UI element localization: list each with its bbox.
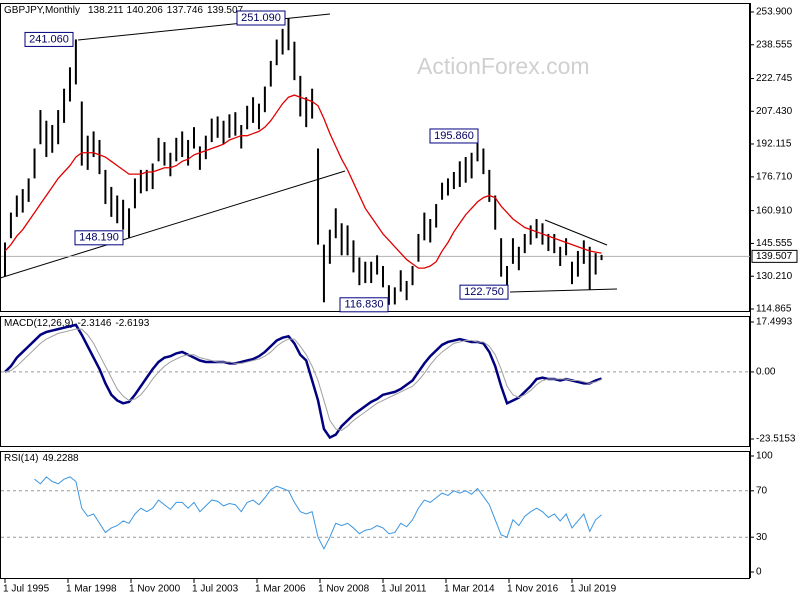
annotation-label: 195.860 <box>434 130 474 142</box>
y-tick-label: 0.00 <box>756 367 776 378</box>
x-tick-label: 1 Mar 2006 <box>255 584 306 595</box>
annotation-box <box>74 230 124 246</box>
rsi-value: 49.2288 <box>42 453 79 464</box>
annotation-label: 116.830 <box>345 299 384 311</box>
price-tag-label: 139.507 <box>756 251 793 262</box>
y-tick-label: 238.555 <box>756 39 793 50</box>
signal-value: -2.6193 <box>115 318 149 329</box>
x-tick-label: 1 Mar 1998 <box>66 584 117 595</box>
y-tick-label: 192.115 <box>756 139 792 150</box>
close: 139.507 <box>207 5 244 16</box>
annotation-box <box>459 284 509 300</box>
y-tick-label: 160.910 <box>756 205 793 216</box>
y-tick-label: 30 <box>756 532 768 543</box>
y-tick-label: 70 <box>756 485 768 496</box>
y-tick-label: 114.865 <box>756 304 792 315</box>
indicator-line <box>34 476 602 550</box>
macd-frame <box>0 316 750 447</box>
indicator-line <box>4 328 602 431</box>
rsi-header: RSI(14) 49.2288 <box>4 453 79 464</box>
annotation-box <box>429 128 479 144</box>
trendline <box>77 13 331 41</box>
symbol: GBPJPY,Monthly <box>4 5 80 16</box>
annotation-label: 148.190 <box>79 232 119 244</box>
y-tick-label: 176.710 <box>756 172 793 183</box>
y-tick-label: 100 <box>756 451 773 462</box>
x-tick-label: 1 Jul 2019 <box>570 584 617 595</box>
moving-average <box>4 94 602 269</box>
watermark: ActionForex.com <box>417 53 590 79</box>
x-tick-label: 1 Mar 2014 <box>444 584 495 595</box>
x-tick-label: 1 Jul 2003 <box>192 584 239 595</box>
y-tick-label: -23.5153 <box>756 434 796 445</box>
rsi-title: RSI(14) <box>4 453 38 464</box>
trendline <box>509 288 618 293</box>
x-tick-label: 1 Nov 2000 <box>129 584 181 595</box>
y-tick-label: 253.900 <box>756 7 793 18</box>
price-header: GBPJPY,Monthly 138.211 140.206 137.746 139.5… <box>4 5 244 16</box>
trendline <box>544 219 608 246</box>
macd-value: -2.3146 <box>77 318 111 329</box>
x-tick-label: 1 Nov 2016 <box>507 584 559 595</box>
y-tick-label: 17.4993 <box>756 317 793 328</box>
y-tick-label: 145.555 <box>756 238 793 249</box>
y-tick-label: 222.745 <box>756 73 793 84</box>
x-tick-label: 1 Jul 1995 <box>3 584 50 595</box>
annotation-label: 251.090 <box>241 12 281 24</box>
annotation-label: 122.750 <box>464 286 504 298</box>
y-tick-label: 0 <box>756 567 762 578</box>
annotation-label: 241.060 <box>29 33 69 45</box>
annotation-box <box>236 10 286 26</box>
indicator-line <box>4 323 602 440</box>
open: 138.211 <box>88 5 124 16</box>
trendline <box>0 170 346 279</box>
high: 140.206 <box>127 5 164 16</box>
x-tick-label: 1 Jul 2011 <box>381 584 427 595</box>
x-tick-label: 1 Nov 2008 <box>318 584 370 595</box>
macd-header: MACD(12,26,9) -2.3146 -2.6193 <box>4 318 150 329</box>
y-tick-label: 130.210 <box>756 271 793 282</box>
price-tag <box>751 249 798 263</box>
low: 137.746 <box>167 5 204 16</box>
annotation-box <box>24 31 74 47</box>
y-tick-label: 207.430 <box>756 106 793 117</box>
rsi-frame <box>0 451 750 579</box>
macd-title: MACD(12,26,9) <box>4 318 73 329</box>
annotation-box <box>339 297 389 313</box>
price-frame <box>0 3 750 312</box>
